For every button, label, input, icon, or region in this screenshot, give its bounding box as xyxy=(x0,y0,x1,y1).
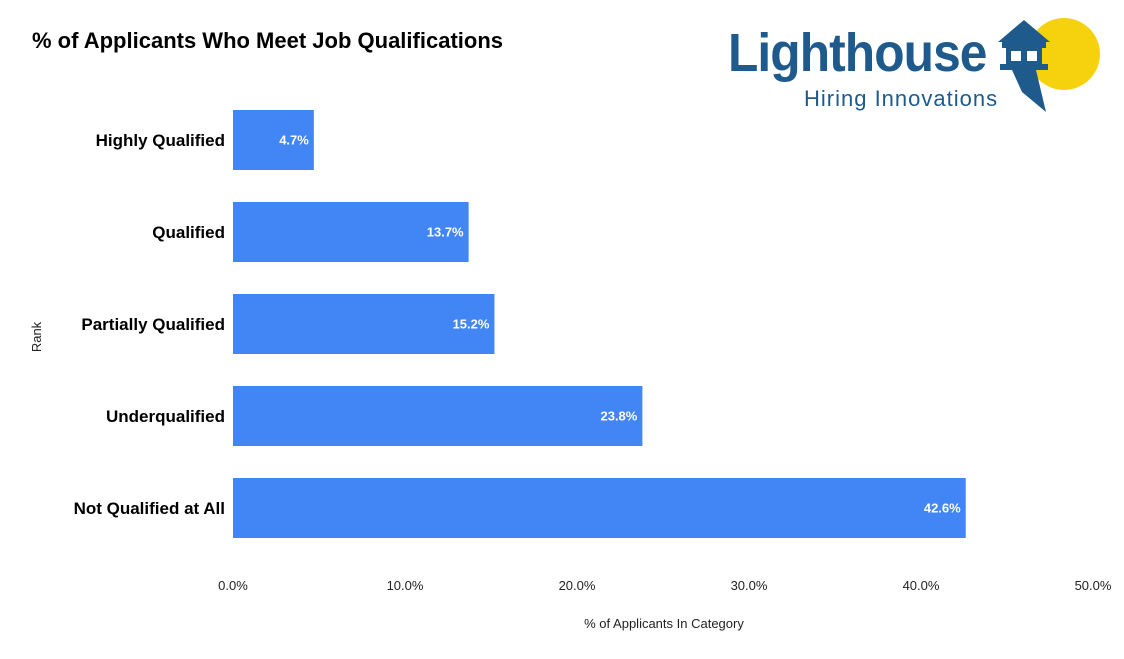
data-label: 4.7% xyxy=(279,133,309,148)
x-tick-label: 40.0% xyxy=(903,578,940,593)
data-label: 13.7% xyxy=(427,225,464,240)
category-label: Underqualified xyxy=(106,407,225,426)
lighthouse-logo: Lighthouse Hiring Innovations xyxy=(724,18,1104,114)
bars-group xyxy=(233,110,966,538)
lighthouse-top xyxy=(1002,42,1046,48)
lighthouse-roof xyxy=(998,20,1050,42)
category-label: Partially Qualified xyxy=(81,315,225,334)
category-labels-group: Highly Qualified Qualified Partially Quali… xyxy=(74,131,225,518)
bar-qualified xyxy=(233,202,469,262)
lighthouse-tower xyxy=(1012,70,1046,112)
x-tick-label: 30.0% xyxy=(731,578,768,593)
bar-partially-qualified xyxy=(233,294,495,354)
category-label: Highly Qualified xyxy=(96,131,225,150)
bar-underqualified xyxy=(233,386,643,446)
lighthouse-gallery xyxy=(1000,64,1048,70)
lighthouse-icon xyxy=(998,18,1100,112)
category-label: Not Qualified at All xyxy=(74,499,225,518)
category-label: Qualified xyxy=(152,223,225,242)
data-label: 23.8% xyxy=(600,409,637,424)
bar-not-qualified-at-all xyxy=(233,478,966,538)
x-axis-title: % of Applicants In Category xyxy=(584,616,744,631)
chart-title: % of Applicants Who Meet Job Qualificati… xyxy=(32,28,503,53)
lighthouse-window-right xyxy=(1027,51,1037,61)
logo-wordmark: Lighthouse xyxy=(728,23,987,83)
y-axis-title: Rank xyxy=(29,321,44,352)
bar-highly-qualified xyxy=(233,110,314,170)
sun-shape xyxy=(1028,18,1100,90)
x-tick-label: 20.0% xyxy=(559,578,596,593)
lighthouse-window-left xyxy=(1011,51,1021,61)
x-tick-label: 0.0% xyxy=(218,578,248,593)
x-tick-labels-group: 0.0% 10.0% 20.0% 30.0% 40.0% 50.0% xyxy=(218,578,1112,593)
x-tick-label: 10.0% xyxy=(387,578,424,593)
data-label: 15.2% xyxy=(453,317,490,332)
logo-tagline: Hiring Innovations xyxy=(804,86,999,111)
x-tick-label: 50.0% xyxy=(1075,578,1112,593)
data-label: 42.6% xyxy=(924,501,961,516)
data-labels-group: 4.7% 13.7% 15.2% 23.8% 42.6% xyxy=(279,133,961,516)
